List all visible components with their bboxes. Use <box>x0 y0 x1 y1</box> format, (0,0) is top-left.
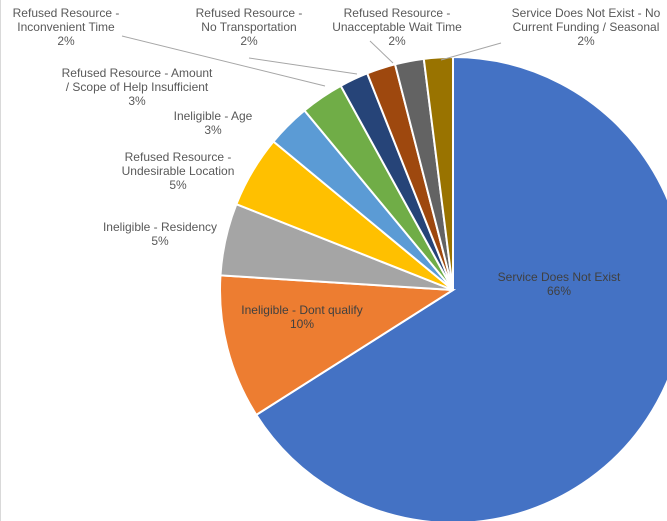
data-label-text: Refused Resource - <box>196 6 303 20</box>
data-labels: Service Does Not Exist 66% Ineligible - Do… <box>13 6 661 331</box>
data-label-text: Service Does Not Exist <box>498 270 621 284</box>
data-label-refused-resource-inconvenient-time: Refused Resource -Inconvenient Time 2% <box>13 6 120 48</box>
data-label-text: Refused Resource - <box>344 6 451 20</box>
data-label-text: Refused Resource - Amount <box>62 66 213 80</box>
data-label-text: Unacceptable Wait Time <box>332 20 462 34</box>
data-label-text: Refused Resource - <box>13 6 120 20</box>
data-label-text: Ineligible - Dont qualify <box>241 303 362 317</box>
data-label-text: Current Funding / Seasonal <box>513 20 660 34</box>
data-label-text: No Transportation <box>201 20 296 34</box>
data-label-percent: 2% <box>388 34 406 48</box>
data-label-service-does-not-exist: Service Does Not Exist 66% <box>498 270 621 298</box>
data-label-refused-resource-undesirable-location: Refused Resource -Undesirable Location 5% <box>122 150 235 192</box>
data-label-percent: 66% <box>547 284 571 298</box>
data-label-text: Service Does Not Exist - No <box>512 6 661 20</box>
pie-slice-ineligible-dont-qualify <box>219 274 457 417</box>
pie-slices <box>219 55 667 521</box>
data-label-ineligible-dont-qualify: Ineligible - Dont qualify 10% <box>241 303 362 331</box>
data-label-text: Ineligible - Residency <box>103 220 217 234</box>
data-label-percent: 3% <box>204 123 222 137</box>
data-label-refused-resource-unacceptable-wait-time: Refused Resource -Unacceptable Wait Time… <box>332 6 462 48</box>
data-label-percent: 10% <box>290 317 314 331</box>
data-label-text: Undesirable Location <box>122 164 235 178</box>
data-label-text: Refused Resource - <box>125 150 232 164</box>
data-label-text: Ineligible - Age <box>174 109 253 123</box>
leader-line-refused-resource-no-transportation <box>248 57 358 75</box>
data-label-percent: 3% <box>128 94 146 108</box>
data-label-percent: 2% <box>57 34 75 48</box>
leader-line-refused-resource-inconvenient-time <box>121 35 326 87</box>
leader-lines <box>121 35 502 87</box>
pie-slice-service-does-not-exist <box>254 55 667 521</box>
data-label-ineligible-residency: Ineligible - Residency 5% <box>103 220 217 248</box>
data-label-text: Inconvenient Time <box>17 20 115 34</box>
data-label-text: / Scope of Help Insufficient <box>66 80 209 94</box>
leader-line-refused-resource-unacceptable-wait-time <box>369 40 394 64</box>
data-label-percent: 2% <box>240 34 258 48</box>
data-label-refused-resource-no-transportation: Refused Resource -No Transportation 2% <box>196 6 303 48</box>
leader-line-service-does-not-exist-no-current-funding-seasonal <box>440 42 502 61</box>
data-label-percent: 5% <box>151 234 169 248</box>
data-label-service-does-not-exist-no-current-funding-seasonal: Service Does Not Exist - No Current Fundi… <box>512 6 661 48</box>
data-label-ineligible-age: Ineligible - Age 3% <box>174 109 253 137</box>
data-label-percent: 5% <box>169 178 187 192</box>
data-label-refused-resource-amount-scope-of-help-insufficient: Refused Resource - Amount / Scope of Help… <box>62 66 213 108</box>
data-label-percent: 2% <box>577 34 595 48</box>
